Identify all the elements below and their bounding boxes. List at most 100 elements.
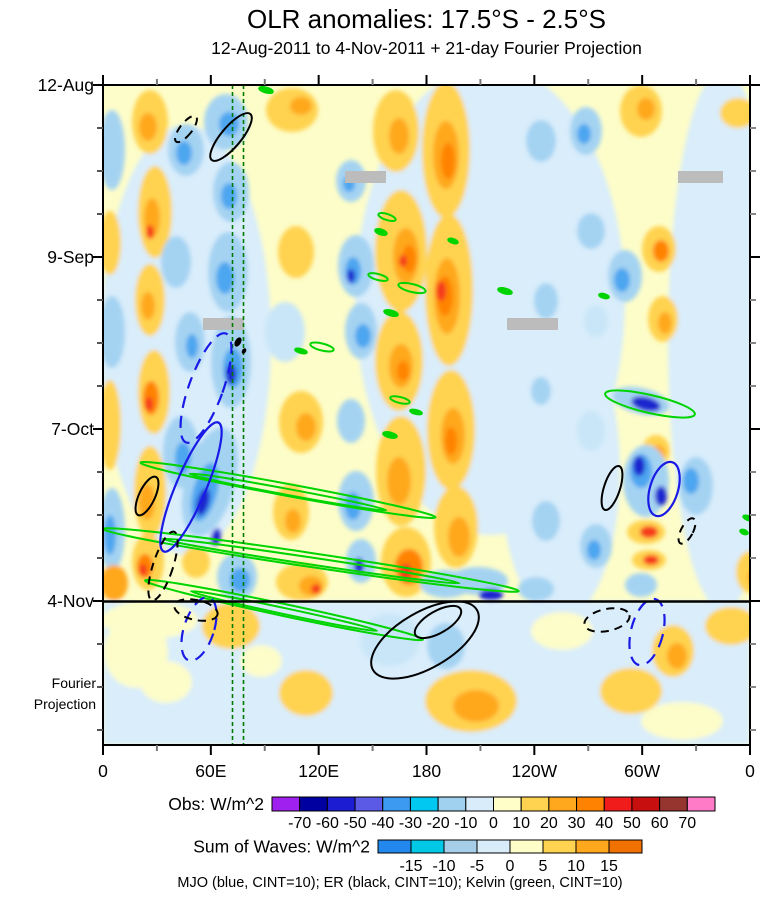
er-contour <box>677 517 697 545</box>
waves-colorbar-cell <box>476 839 511 854</box>
anomaly-blob <box>103 296 125 368</box>
waves-colorbar-cell <box>377 839 412 854</box>
anomaly-blob <box>441 143 455 179</box>
mjo-contour <box>628 597 666 667</box>
anomaly-blob <box>518 577 554 601</box>
obs-colorbar-cell <box>354 796 384 812</box>
obs-colorbar-tick-label: 30 <box>568 815 586 832</box>
kelvin-contour <box>139 461 437 519</box>
waves-colorbar-tick-label: -15 <box>399 858 422 875</box>
anomaly-blob <box>526 120 556 162</box>
fourier-projection-label: Fourier <box>52 675 97 691</box>
waves-colorbar-cell <box>443 839 478 854</box>
waves-colorbar-tick-label: 15 <box>600 858 618 875</box>
anomaly-blob <box>221 183 237 209</box>
anomaly-blob <box>658 312 672 334</box>
obs-colorbar-cell <box>299 796 328 812</box>
anomaly-blob <box>643 555 659 565</box>
anomaly-blob <box>705 607 750 645</box>
er-dot <box>234 337 242 347</box>
anomaly-blob <box>720 98 750 128</box>
anomaly-blob <box>625 573 657 597</box>
anomaly-blob <box>633 456 645 476</box>
anomaly-blob <box>146 225 154 239</box>
anomaly-blob <box>103 380 121 470</box>
missing-data-box <box>203 318 244 330</box>
anomaly-blob <box>614 268 630 292</box>
anomaly-blob <box>587 540 601 560</box>
obs-colorbar-tick-label: -10 <box>454 815 477 832</box>
waves-colorbar-tick-label: 10 <box>567 858 585 875</box>
anomaly-blob <box>534 283 558 319</box>
kelvin-streak <box>294 347 308 355</box>
anomaly-blob <box>389 118 409 154</box>
kelvin-streak <box>742 514 750 522</box>
kelvin-streak <box>382 431 398 439</box>
anomaly-blob <box>600 668 662 714</box>
obs-colorbar-cell <box>271 796 301 812</box>
waves-colorbar-tick-label: 0 <box>506 858 515 875</box>
er-contours <box>134 112 697 680</box>
anomaly-blob <box>216 262 234 294</box>
field-blobs <box>103 85 750 745</box>
obs-colorbar-cell <box>631 796 661 812</box>
obs-colorbar-tick-label: 40 <box>595 815 613 832</box>
anomaly-blob <box>532 501 560 541</box>
er-contour <box>134 475 160 517</box>
anomaly-blob <box>290 97 312 115</box>
anomaly-blob <box>226 364 236 384</box>
field-region <box>500 320 620 620</box>
kelvin-streak <box>598 292 610 300</box>
figure-subtitle: 12-Aug-2011 to 4-Nov-2011 + 21-day Fouri… <box>211 38 642 58</box>
anomaly-blob <box>655 486 667 506</box>
anomaly-blob <box>278 226 314 278</box>
anomaly-blob <box>577 213 605 249</box>
anomaly-blob <box>182 546 210 578</box>
kelvin-streak <box>374 227 388 237</box>
waves-colorbar: Sum of Waves: W/m^2 -15 -10 -5 0 5 10 15 <box>193 837 643 875</box>
anomaly-blob <box>210 528 222 546</box>
anomaly-blob <box>577 124 591 144</box>
anomaly-blob <box>202 603 260 649</box>
obs-colorbar-cell <box>603 796 633 812</box>
anomaly-blob <box>584 305 608 337</box>
anomaly-blob <box>139 484 155 520</box>
kelvin-streak <box>409 408 423 416</box>
anomaly-blob <box>240 645 282 677</box>
anomaly-blob <box>139 113 157 141</box>
anomaly-blob <box>641 702 723 740</box>
obs-colorbar-tick-label: -30 <box>399 815 422 832</box>
kelvin-streak <box>497 286 513 296</box>
er-contour <box>600 464 624 512</box>
anomaly-blob <box>279 670 333 716</box>
anomaly-blob <box>140 661 192 703</box>
obs-colorbar-cell <box>409 796 439 812</box>
anomaly-blob <box>360 614 420 666</box>
er-contour <box>174 114 198 144</box>
obs-colorbar-tick-label: -50 <box>344 815 367 832</box>
anomaly-blob <box>387 457 411 505</box>
y-tick-label: 7-Oct <box>51 419 94 439</box>
waves-colorbar-cell <box>608 839 643 854</box>
obs-colorbar-cell <box>326 796 356 812</box>
anomaly-blob <box>637 98 655 120</box>
y-tick-label: 4-Nov <box>47 591 94 611</box>
axes: 12-Aug 9-Sep 7-Oct 4-Nov 0 60E 120E 180 120W 60W 0… <box>34 75 760 781</box>
kelvin-contour <box>144 578 424 642</box>
waves-colorbar-tick-label: -10 <box>432 858 455 875</box>
obs-colorbar-tick-label: 70 <box>678 815 696 832</box>
waves-colorbar-cell <box>542 839 577 854</box>
kelvin-contours <box>103 85 750 642</box>
waves-colorbar-cell <box>509 839 544 854</box>
anomaly-blob <box>667 643 687 669</box>
anomaly-blob <box>104 515 116 555</box>
x-tick-label: 120E <box>298 761 339 781</box>
er-dot <box>241 348 247 354</box>
field-layer <box>103 85 750 745</box>
anomaly-blob <box>296 413 316 441</box>
x-tick-label: 0 <box>98 761 108 781</box>
obs-colorbar-cell <box>686 796 716 812</box>
anomaly-blob <box>531 612 593 650</box>
